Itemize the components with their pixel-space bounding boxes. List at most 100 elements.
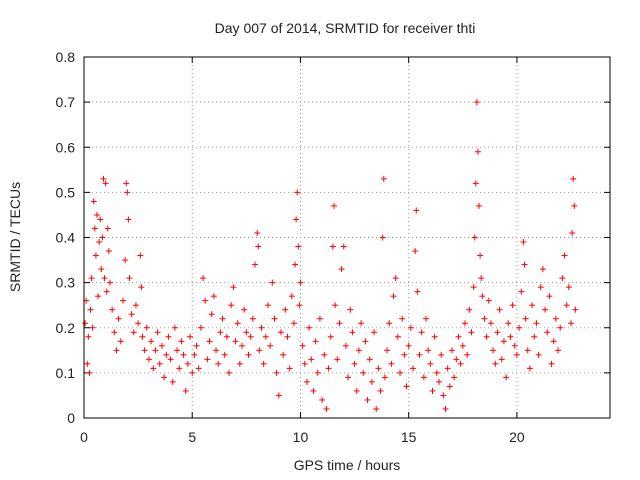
data-point xyxy=(101,275,108,282)
data-point xyxy=(174,347,181,354)
data-point xyxy=(145,356,152,363)
data-point xyxy=(392,275,399,282)
data-point xyxy=(466,306,473,313)
data-point xyxy=(124,189,131,196)
data-point xyxy=(197,324,204,331)
x-tick-label: 0 xyxy=(80,429,88,445)
data-point xyxy=(312,338,319,345)
data-point xyxy=(82,320,89,327)
data-point xyxy=(364,396,371,403)
data-point xyxy=(453,356,460,363)
data-point xyxy=(529,302,536,309)
data-point xyxy=(537,284,544,291)
data-point xyxy=(219,315,226,322)
data-point xyxy=(435,378,442,385)
data-point xyxy=(535,351,542,358)
data-point xyxy=(93,211,100,218)
data-point xyxy=(191,351,198,358)
data-point xyxy=(176,365,183,372)
data-point xyxy=(249,315,256,322)
data-point xyxy=(314,369,321,376)
data-point xyxy=(254,229,261,236)
data-point xyxy=(97,216,104,223)
data-point xyxy=(128,311,135,318)
data-point xyxy=(321,351,328,358)
data-point xyxy=(338,266,345,273)
data-point xyxy=(373,405,380,412)
data-point xyxy=(319,396,326,403)
data-point xyxy=(464,351,471,358)
data-point xyxy=(132,302,139,309)
data-point xyxy=(431,333,438,340)
data-point xyxy=(230,284,237,291)
ticks: 0 0.1 0.2 0.3 0.4 0.5 0.6 0.7 0.8 0 5 10 15 20 xyxy=(56,49,610,445)
data-point xyxy=(171,324,178,331)
data-point xyxy=(405,342,412,349)
data-point xyxy=(264,302,271,309)
data-point xyxy=(470,284,477,291)
data-point xyxy=(524,347,531,354)
data-point xyxy=(292,261,299,268)
data-point xyxy=(446,383,453,390)
data-point xyxy=(271,315,278,322)
data-point xyxy=(99,234,106,241)
data-point xyxy=(518,288,525,295)
data-point xyxy=(301,360,308,367)
data-point xyxy=(167,356,174,363)
data-point xyxy=(479,293,486,300)
data-point xyxy=(247,333,254,340)
data-point xyxy=(544,329,551,336)
data-point xyxy=(152,347,159,354)
data-point xyxy=(117,338,124,345)
data-point xyxy=(451,374,458,381)
data-point xyxy=(115,315,122,322)
data-point xyxy=(448,347,455,354)
data-point xyxy=(106,279,113,286)
data-point xyxy=(119,297,126,304)
data-point xyxy=(256,347,263,354)
data-point xyxy=(336,320,343,327)
data-point xyxy=(228,302,235,309)
data-point xyxy=(433,369,440,376)
data-point xyxy=(425,347,432,354)
data-point xyxy=(293,216,300,223)
data-point xyxy=(306,324,313,331)
data-point xyxy=(476,202,483,209)
data-point xyxy=(90,198,97,205)
x-tick-label: 20 xyxy=(509,429,525,445)
data-point xyxy=(206,338,213,345)
y-tick-label: 0.5 xyxy=(56,184,76,200)
data-point xyxy=(561,252,568,259)
data-point xyxy=(418,329,425,336)
data-point xyxy=(347,306,354,313)
grid xyxy=(84,57,610,418)
data-point xyxy=(474,148,481,155)
data-point xyxy=(182,387,189,394)
data-point xyxy=(217,329,224,336)
data-point xyxy=(471,234,478,241)
data-point xyxy=(325,365,332,372)
data-point xyxy=(345,374,352,381)
data-point xyxy=(92,252,99,259)
data-point xyxy=(520,239,527,246)
data-point xyxy=(371,329,378,336)
data-point xyxy=(521,261,528,268)
data-point xyxy=(342,342,349,349)
plot-frame xyxy=(83,56,611,419)
data-point xyxy=(135,320,142,327)
y-tick-label: 0.8 xyxy=(56,49,76,65)
data-point xyxy=(245,351,252,358)
data-point xyxy=(260,360,267,367)
data-point xyxy=(275,392,282,399)
data-point xyxy=(267,342,274,349)
data-point xyxy=(332,302,339,309)
data-point xyxy=(565,284,572,291)
data-point xyxy=(165,333,172,340)
data-point xyxy=(89,324,96,331)
data-point xyxy=(288,293,295,300)
data-point xyxy=(397,369,404,376)
data-point xyxy=(559,275,566,282)
data-point xyxy=(294,189,301,196)
data-point xyxy=(427,360,434,367)
data-point xyxy=(440,392,447,399)
